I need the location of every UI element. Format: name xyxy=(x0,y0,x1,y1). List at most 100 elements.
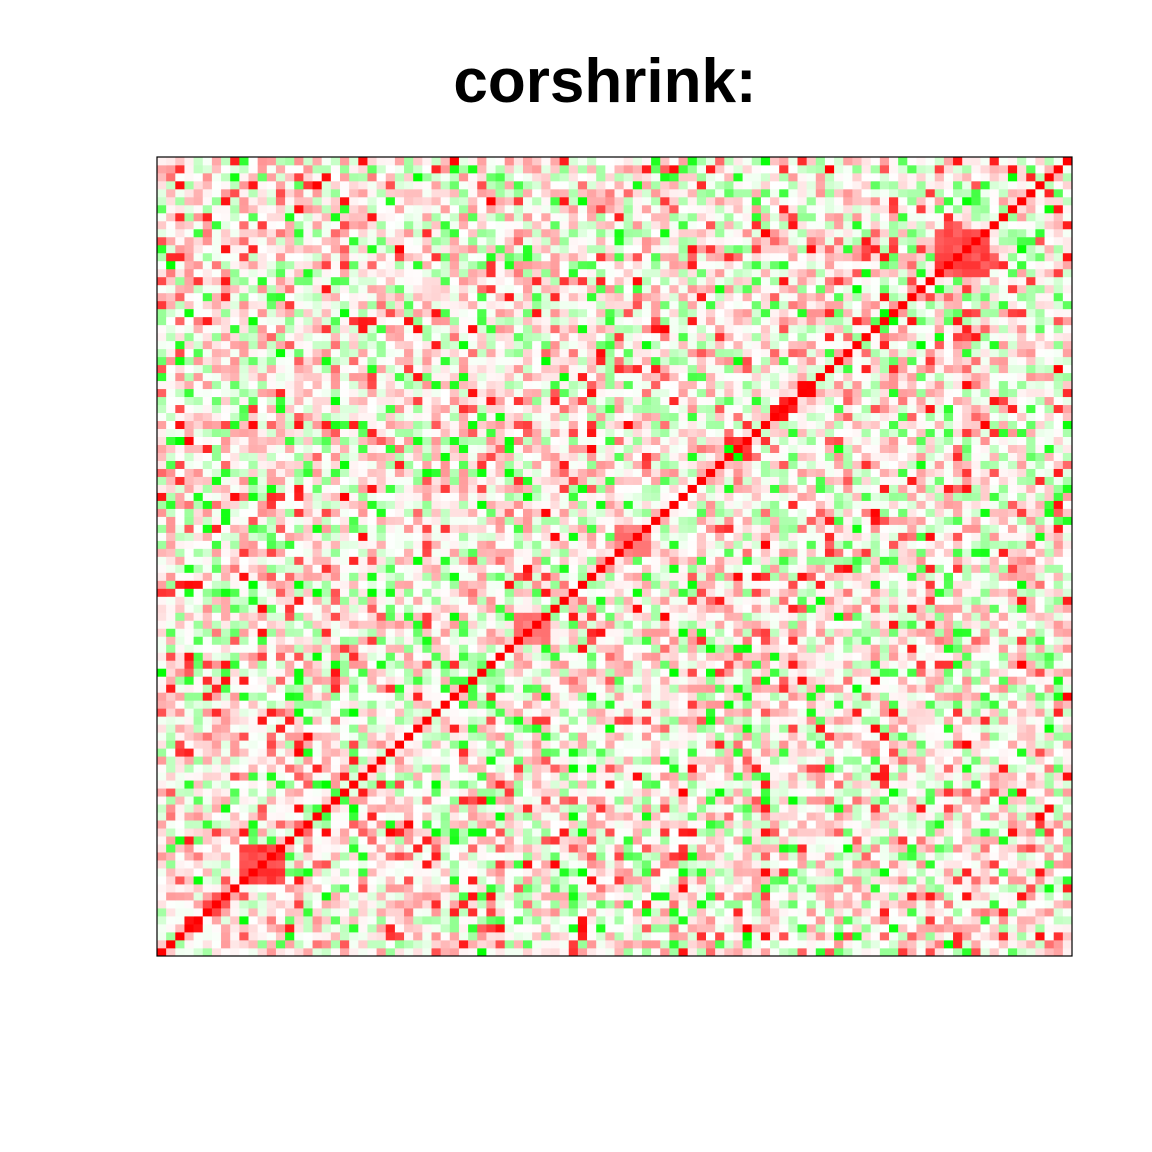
heatmap-cell xyxy=(669,836,679,845)
heatmap-cell xyxy=(422,692,432,701)
heatmap-cell xyxy=(1053,564,1064,573)
heatmap-cell xyxy=(1035,852,1045,861)
heatmap-cell xyxy=(330,732,341,741)
heatmap-cell xyxy=(340,756,350,765)
heatmap-cell xyxy=(907,660,917,669)
heatmap-cell xyxy=(577,604,588,613)
heatmap-cell xyxy=(815,892,826,901)
heatmap-cell xyxy=(605,596,615,605)
heatmap-cell xyxy=(751,748,762,757)
heatmap-cell xyxy=(1053,684,1064,693)
heatmap-cell xyxy=(760,884,771,893)
heatmap-cell xyxy=(376,796,387,805)
heatmap-cell xyxy=(440,708,451,717)
heatmap-cell xyxy=(907,892,917,901)
heatmap-cell xyxy=(623,836,634,845)
heatmap-cell xyxy=(870,732,881,741)
heatmap-cell xyxy=(843,828,853,837)
heatmap-cell xyxy=(605,860,615,869)
heatmap-cell xyxy=(998,868,1009,877)
heatmap-cell xyxy=(815,932,826,941)
heatmap-cell xyxy=(998,892,1009,901)
heatmap-cell xyxy=(660,812,670,821)
heatmap-cell xyxy=(221,796,231,805)
heatmap-cell xyxy=(367,852,377,861)
heatmap-cell xyxy=(394,788,405,797)
heatmap-cell xyxy=(1017,940,1027,949)
heatmap-cell xyxy=(989,796,1000,805)
heatmap-cell xyxy=(943,876,954,885)
heatmap-cell xyxy=(358,740,368,749)
heatmap-cell xyxy=(523,764,533,773)
heatmap-cell xyxy=(651,652,661,661)
heatmap-cell xyxy=(632,652,643,661)
heatmap-cell xyxy=(230,692,240,701)
heatmap-cell xyxy=(358,892,368,901)
heatmap-cell xyxy=(760,836,771,845)
heatmap-cell xyxy=(1035,724,1045,733)
heatmap-diagonal-cell xyxy=(504,644,515,653)
heatmap-cell xyxy=(879,908,890,917)
heatmap-cell xyxy=(275,700,286,709)
heatmap-cell xyxy=(998,908,1009,917)
heatmap-cell xyxy=(715,900,725,909)
heatmap-cell xyxy=(340,724,350,733)
heatmap-cell xyxy=(742,900,753,909)
heatmap-cell xyxy=(486,892,496,901)
heatmap-cell xyxy=(953,620,963,629)
heatmap-cell xyxy=(907,604,917,613)
heatmap-cell xyxy=(440,844,451,853)
heatmap-cell xyxy=(312,644,323,653)
heatmap-cell xyxy=(275,668,286,677)
heatmap-cell xyxy=(632,804,643,813)
heatmap-cell xyxy=(230,876,240,885)
heatmap-cell xyxy=(806,604,817,613)
heatmap-cell xyxy=(257,796,268,805)
heatmap-cell xyxy=(623,652,634,661)
heatmap-cell xyxy=(349,732,359,741)
heatmap-cell xyxy=(1017,612,1027,621)
heatmap-cell xyxy=(1035,636,1045,645)
heatmap-cell xyxy=(404,780,414,789)
heatmap-cell xyxy=(504,908,515,917)
heatmap-cell xyxy=(971,724,981,733)
heatmap-cell xyxy=(394,612,405,621)
heatmap-cell xyxy=(303,900,313,909)
heatmap-cell xyxy=(641,836,652,845)
heatmap-cell xyxy=(751,676,762,685)
heatmap-cell xyxy=(724,796,734,805)
heatmap-cell xyxy=(669,700,679,709)
heatmap-cell xyxy=(349,788,359,797)
heatmap-cell xyxy=(541,916,551,925)
heatmap-cell xyxy=(641,860,652,869)
heatmap-cell xyxy=(724,756,734,765)
heatmap-cell xyxy=(458,820,469,829)
heatmap-cell xyxy=(468,884,478,893)
heatmap-cell xyxy=(193,828,204,837)
heatmap-cell xyxy=(568,604,579,613)
heatmap-cell xyxy=(175,708,185,717)
heatmap-cell xyxy=(541,596,551,605)
heatmap-cell xyxy=(605,644,615,653)
heatmap-cell xyxy=(770,732,780,741)
heatmap-cell xyxy=(257,924,268,933)
heatmap-cell xyxy=(971,636,981,645)
heatmap-cell xyxy=(193,756,204,765)
heatmap-cell xyxy=(376,692,387,701)
heatmap-cell xyxy=(230,644,240,653)
heatmap-cell xyxy=(349,828,359,837)
heatmap-cell xyxy=(248,572,258,581)
heatmap-cell xyxy=(934,764,945,773)
heatmap-cell xyxy=(916,836,926,845)
heatmap-cell xyxy=(797,940,807,949)
heatmap-cell xyxy=(706,876,716,885)
heatmap-cell xyxy=(596,836,606,845)
heatmap-cell xyxy=(678,772,689,781)
heatmap-cell xyxy=(797,868,807,877)
heatmap-cell xyxy=(385,924,396,933)
heatmap-cell xyxy=(523,772,533,781)
heatmap-cell xyxy=(861,580,872,589)
heatmap-cell xyxy=(733,892,743,901)
heatmap-cell xyxy=(596,924,606,933)
heatmap-cell xyxy=(1044,724,1055,733)
